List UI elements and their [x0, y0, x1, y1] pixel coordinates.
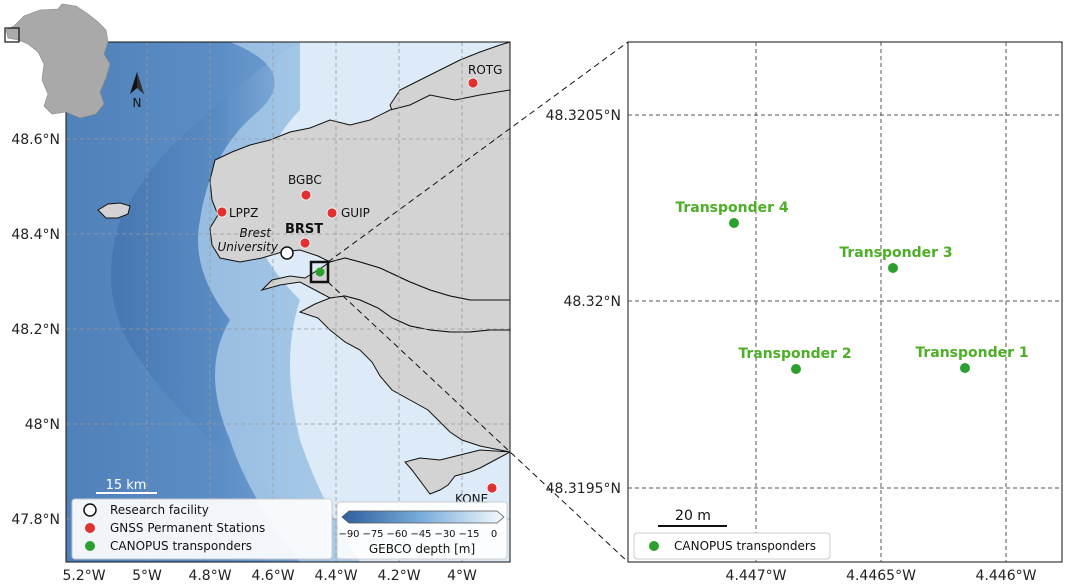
station-lppz-marker: [216, 206, 228, 218]
left-scale-bar: 15 km: [96, 478, 157, 494]
colorbar-tick: −75: [362, 529, 383, 540]
left-scale-bar-label: 15 km: [106, 478, 147, 493]
colorbar-tick: −90: [338, 529, 359, 540]
station-kone-marker: [486, 482, 498, 494]
right-lat-ticks: 48.3205°N 48.32°N 48.3195°N: [546, 108, 621, 497]
transponder-2-marker: [791, 364, 801, 374]
station-rotg-label: ROTG: [468, 63, 502, 77]
left-lat-tick: 48.6°N: [11, 132, 60, 148]
left-map: 48.6°N 48.4°N 48.2°N 48°N 47.8°N 5.2°W 5…: [11, 41, 629, 584]
right-legend-label: CANOPUS transponders: [674, 539, 816, 553]
left-lat-tick: 48°N: [25, 417, 60, 433]
gnss-stations: ROTG BGBC LPPZ GUIP BRST KONE: [216, 63, 502, 506]
land-south-finistere: [298, 295, 510, 453]
station-rotg-marker: [467, 77, 479, 89]
legend-gnss-label: GNSS Permanent Stations: [110, 521, 265, 535]
left-lon-tick: 4.4°W: [314, 568, 357, 584]
station-lppz-label: LPPZ: [229, 206, 258, 220]
right-lat-tick: 48.3205°N: [546, 108, 621, 124]
island-ouessant: [97, 202, 131, 219]
transponder-2-label: Transponder 2: [738, 346, 851, 362]
colorbar: −90 −75 −60 −45 −30 −15 0 GEBCO depth [m…: [336, 501, 508, 560]
left-lon-tick: 5.2°W: [62, 568, 105, 584]
france-inset-box: [4, 27, 20, 43]
transponder-4-marker: [729, 218, 739, 228]
station-brst-marker: [299, 237, 311, 249]
transponder-1-marker: [960, 363, 970, 373]
left-lat-tick: 47.8°N: [11, 512, 60, 528]
right-graticule: [628, 42, 1062, 562]
colorbar-ticks: −90 −75 −60 −45 −30 −15 0: [338, 529, 497, 540]
station-guip-marker: [326, 207, 338, 219]
left-lon-tick: 4.2°W: [377, 568, 420, 584]
colorbar-tick: −15: [458, 529, 479, 540]
transponder-4-label: Transponder 4: [675, 200, 789, 216]
left-lon-tick: 4°W: [447, 568, 477, 584]
legend-research-label: Research facility: [110, 503, 209, 517]
transponder-3-label: Transponder 3: [839, 245, 952, 261]
right-legend: CANOPUS transponders: [633, 532, 831, 560]
right-lon-ticks: 4.447°W 4.4465°W 4.446°W: [726, 568, 1037, 584]
right-lat-tick: 48.32°N: [563, 294, 621, 310]
colorbar-tick: −60: [386, 529, 407, 540]
left-map-frame: [65, 41, 511, 563]
left-lon-tick: 4.6°W: [251, 568, 294, 584]
research-facility-marker: [280, 246, 294, 260]
left-lat-ticks: 48.6°N 48.4°N 48.2°N 48°N 47.8°N: [11, 132, 60, 528]
research-facility: Brest University: [217, 226, 294, 260]
depth-band-deep: [66, 42, 330, 562]
right-lon-tick: 4.447°W: [726, 568, 787, 584]
right-legend-marker: [649, 541, 659, 551]
left-legend: Research facility GNSS Permanent Station…: [71, 498, 333, 560]
legend-canopus-marker: [85, 541, 95, 551]
legend-research-marker: [83, 503, 97, 517]
colorbar-tick: −45: [410, 529, 431, 540]
transponder-site-box: [309, 260, 330, 284]
left-lat-tick: 48.4°N: [11, 227, 60, 243]
left-lon-ticks: 5.2°W 5°W 4.8°W 4.6°W 4.4°W 4.2°W 4°W: [62, 568, 477, 584]
research-facility-label-2: University: [217, 240, 278, 254]
transponder-3-marker: [888, 263, 898, 273]
left-lat-tick: 48.2°N: [11, 322, 60, 338]
right-map: 48.3205°N 48.32°N 48.3195°N 4.447°W 4.44…: [546, 41, 1063, 584]
colorbar-label: GEBCO depth [m]: [369, 542, 475, 556]
research-facility-label-1: Brest: [239, 226, 272, 240]
legend-gnss-marker: [85, 523, 95, 533]
left-lon-tick: 4.8°W: [188, 568, 231, 584]
transponder-site: [309, 260, 330, 284]
north-arrow: N: [130, 72, 144, 110]
station-brst-label: BRST: [285, 222, 323, 237]
right-map-frame: [627, 41, 1063, 563]
station-guip-label: GUIP: [341, 206, 370, 220]
north-label: N: [133, 96, 142, 110]
station-bgbc-marker: [300, 189, 312, 201]
left-graticule: [66, 42, 510, 562]
right-lat-tick: 48.3195°N: [546, 481, 621, 497]
colorbar-ramp: [341, 510, 505, 524]
france-outline: [5, 3, 111, 119]
right-scale-bar-label: 20 m: [675, 508, 711, 524]
transponders: Transponder 4 Transponder 3 Transponder …: [675, 200, 1029, 374]
right-lon-tick: 4.446°W: [976, 568, 1037, 584]
left-lon-tick: 5°W: [132, 568, 162, 584]
legend-canopus-label: CANOPUS transponders: [110, 539, 252, 553]
station-bgbc-label: BGBC: [288, 173, 322, 187]
colorbar-tick: −30: [434, 529, 455, 540]
transponder-site-marker: [315, 267, 325, 277]
france-inset: [4, 3, 111, 119]
transponder-1-label: Transponder 1: [915, 345, 1028, 361]
right-lon-tick: 4.4465°W: [846, 568, 916, 584]
colorbar-tick: 0: [491, 529, 497, 540]
right-scale-bar: 20 m: [658, 508, 727, 527]
zoom-lines: [327, 41, 629, 563]
land-southeast: [404, 449, 510, 495]
